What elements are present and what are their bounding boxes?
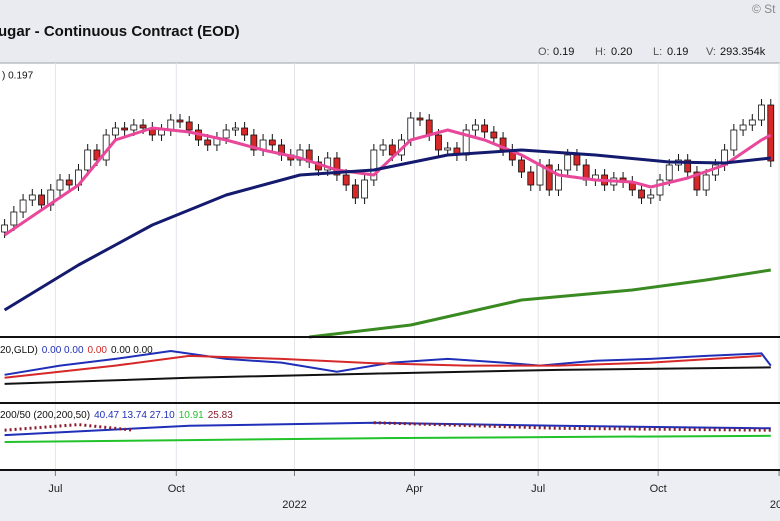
- candle-body: [56, 179, 64, 191]
- candle-body: [388, 144, 396, 156]
- candle-body: [176, 119, 184, 123]
- candle-body: [693, 171, 701, 191]
- candle-body: [1, 224, 9, 233]
- x-tick-label: Jul: [48, 483, 62, 495]
- candle-body: [656, 179, 664, 196]
- panel-value: 10.91: [179, 410, 204, 421]
- candle-body: [351, 184, 359, 199]
- candle-body: [545, 164, 553, 191]
- candle-body: [684, 159, 692, 173]
- candle-body: [490, 131, 498, 139]
- candle-body: [379, 144, 387, 151]
- indicator-line: [4, 366, 771, 385]
- panel-value: 0.00 0.00: [42, 345, 84, 356]
- candle-body: [730, 129, 738, 151]
- candle-body: [518, 159, 525, 173]
- x-tick-label: Oct: [650, 483, 667, 495]
- x-tick-label: Oct: [168, 483, 185, 495]
- candle-body: [416, 117, 424, 121]
- panel-value: 40.47 13.74 27.10: [94, 410, 175, 421]
- quote-value: 0.19: [667, 46, 688, 58]
- candle-body: [767, 104, 775, 162]
- quote-label: H:: [595, 46, 606, 58]
- candle-body: [435, 134, 442, 151]
- indicator-line: [4, 349, 772, 376]
- candle-body: [158, 129, 165, 136]
- candle-body: [241, 127, 249, 136]
- moving-average: [3, 148, 771, 312]
- candle-body: [139, 124, 147, 129]
- price-legend: ) 0.197: [2, 71, 34, 82]
- candle-body: [425, 119, 433, 136]
- candle-body: [361, 179, 369, 199]
- candle-body: [444, 147, 452, 151]
- candle-body: [222, 129, 230, 139]
- candle-body: [573, 154, 581, 166]
- candle-body: [333, 157, 341, 176]
- candle-body: [370, 149, 378, 181]
- candle-body: [93, 149, 101, 161]
- x-tick-label: 2022: [282, 499, 306, 511]
- candle-body: [471, 124, 479, 131]
- candle-body: [10, 211, 18, 226]
- candle-body: [748, 119, 756, 126]
- x-tick-label: Apr: [406, 483, 423, 495]
- candle-body: [665, 164, 673, 181]
- candle-body: [231, 127, 239, 131]
- quote-label: O:: [538, 46, 550, 58]
- watermark: © St: [752, 2, 776, 16]
- candle-body: [342, 174, 350, 186]
- candle-body: [758, 104, 765, 121]
- candle-body: [65, 179, 73, 186]
- quote-value: 0.19: [553, 46, 574, 58]
- chart-title: ugar - Continuous Contract (EOD): [0, 23, 240, 40]
- candle-body: [19, 199, 27, 213]
- candle-body: [407, 117, 415, 141]
- panel-value: 0.00: [88, 345, 108, 356]
- x-tick-label: Jul: [531, 483, 545, 495]
- candle-body: [702, 174, 710, 191]
- header-bg: [0, 0, 780, 62]
- candle-body: [638, 189, 645, 199]
- candle-body: [564, 154, 572, 171]
- candle-body: [527, 171, 535, 186]
- panel-label: 20,GLD): [0, 345, 38, 356]
- candle-body: [38, 194, 45, 206]
- panel-legend: 200/50 (200,200,50) 40.47 13.74 27.10 10.9…: [0, 410, 233, 421]
- candle-body: [268, 139, 276, 146]
- quote-value: 293.354k: [720, 46, 766, 58]
- indicator-line: [4, 434, 771, 443]
- candle-body: [536, 164, 544, 186]
- x-tick-label: 202: [770, 499, 780, 511]
- candle-body: [647, 194, 655, 199]
- candle-body: [204, 139, 212, 146]
- candle-body: [739, 124, 747, 131]
- panel-legend: 20,GLD) 0.00 0.00 0.00 0.00 0.00: [0, 345, 153, 356]
- candle-body: [84, 149, 92, 171]
- moving-average: [309, 268, 772, 339]
- candle-body: [28, 194, 36, 201]
- panel-value: 0.00 0.00: [111, 345, 153, 356]
- quote-value: 0.20: [611, 46, 632, 58]
- panel-label: 200/50 (200,200,50): [0, 410, 90, 421]
- moving-average: [3, 126, 772, 237]
- candle-body: [130, 124, 138, 131]
- candle-body: [324, 157, 332, 171]
- candle-body: [555, 169, 562, 191]
- quote: O: 0.19 H: 0.20 L: 0.19 V: 293.354k: [538, 46, 766, 58]
- quote-label: L:: [653, 46, 662, 58]
- candle-body: [121, 127, 129, 131]
- candle-body: [111, 127, 119, 136]
- quote-label: V:: [706, 46, 716, 58]
- indicator-line: [4, 421, 771, 432]
- panel-value: 25.83: [208, 410, 233, 421]
- candle-body: [296, 149, 304, 161]
- candle-body: [250, 134, 258, 151]
- candle-body: [185, 121, 193, 131]
- candle-body: [481, 124, 489, 133]
- indicator-line: [4, 354, 762, 379]
